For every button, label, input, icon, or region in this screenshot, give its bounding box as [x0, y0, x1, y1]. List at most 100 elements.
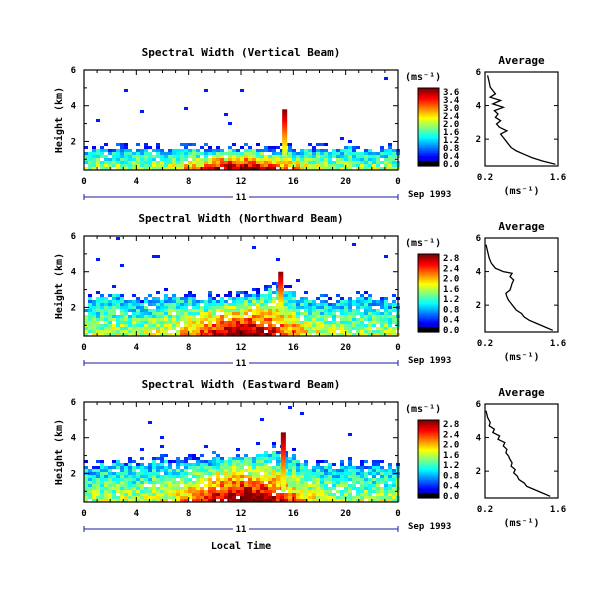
heatmap-cell	[312, 496, 316, 499]
heatmap-cell	[232, 484, 236, 487]
heatmap-cell	[132, 306, 136, 309]
heatmap-cell	[300, 478, 304, 481]
heatmap-cell	[284, 475, 288, 478]
heatmap-cell	[224, 469, 228, 472]
heatmap-cell	[316, 475, 320, 478]
heatmap-cell	[196, 475, 200, 478]
heatmap-cell	[216, 158, 220, 161]
heatmap-cell	[188, 487, 192, 490]
heatmap-cell	[112, 478, 116, 481]
heatmap-cell	[120, 264, 124, 267]
colorbar-swatch	[418, 463, 439, 467]
heatmap-cell	[88, 472, 92, 475]
colorbar-swatch	[418, 117, 439, 120]
average-frame	[484, 237, 559, 333]
heatmap-cell	[216, 303, 220, 306]
heatmap-cell	[220, 315, 224, 318]
heatmap-cell	[240, 309, 244, 312]
heatmap-cell	[360, 164, 364, 167]
heatmap-cell	[308, 333, 312, 336]
heatmap-cell	[148, 294, 152, 297]
heatmap-cell	[308, 469, 312, 472]
heatmap-cell	[336, 164, 340, 167]
heatmap-cell	[340, 312, 344, 315]
heatmap-cell	[204, 333, 208, 336]
heatmap-cell	[148, 327, 152, 330]
heatmap-cell	[176, 321, 180, 324]
heatmap-cell	[356, 300, 360, 303]
heatmap-cell	[144, 297, 148, 300]
heatmap-cell	[120, 499, 124, 502]
heatmap-cell	[160, 324, 164, 327]
heatmap-cell	[108, 306, 112, 309]
heatmap-cell	[164, 164, 168, 167]
heatmap-cell	[244, 291, 248, 294]
heatmap-cell	[276, 294, 280, 297]
heatmap-cell	[388, 303, 392, 306]
spike-cell	[280, 453, 286, 457]
heatmap-cell	[92, 493, 96, 496]
heatmap-cell	[384, 297, 388, 300]
heatmap-cell	[196, 152, 200, 155]
heatmap-cell	[152, 297, 156, 300]
heatmap-cell	[376, 484, 380, 487]
spike-cell	[280, 455, 286, 458]
heatmap-cell	[144, 466, 148, 469]
heatmap-cell	[124, 327, 128, 330]
heatmap-cell	[96, 481, 100, 484]
heatmap-cell	[344, 481, 348, 484]
heatmap-cell	[260, 294, 264, 297]
heatmap-cell	[280, 158, 284, 161]
y-axis-label: Height (km)	[53, 253, 65, 319]
heatmap-cell	[292, 490, 296, 493]
heatmap-cell	[216, 478, 220, 481]
heatmap-cell	[180, 469, 184, 472]
heatmap-cell	[192, 312, 196, 315]
heatmap-cell	[160, 327, 164, 330]
heatmap-cell	[184, 499, 188, 502]
panel-title: Spectral Width (Northward Beam)	[138, 212, 343, 225]
heatmap-cell	[244, 167, 248, 170]
heatmap-cell	[124, 300, 128, 303]
heatmap-cell	[308, 149, 312, 152]
heatmap-cell	[264, 472, 268, 475]
average-x-axis-label: (ms⁻¹)	[503, 352, 539, 363]
heatmap-cell	[248, 297, 252, 300]
heatmap-cell	[136, 478, 140, 481]
heatmap-cell	[272, 333, 276, 336]
heatmap-cell	[200, 146, 204, 149]
heatmap-cell	[120, 158, 124, 161]
heatmap-cell	[180, 475, 184, 478]
heatmap-cell	[96, 321, 100, 324]
heatmap-cell	[272, 309, 276, 312]
heatmap-cell	[348, 297, 352, 300]
heatmap-cell	[236, 324, 240, 327]
heatmap-cell	[376, 469, 380, 472]
heatmap-cell	[248, 469, 252, 472]
heatmap-cell	[352, 158, 356, 161]
heatmap-cell	[188, 327, 192, 330]
heatmap-cell	[332, 499, 336, 502]
colorbar-swatch	[418, 128, 439, 131]
heatmap-cell	[240, 89, 244, 92]
heatmap-cell	[204, 312, 208, 315]
heatmap-cell	[256, 478, 260, 481]
heatmap-cell	[128, 315, 132, 318]
heatmap-cell	[152, 321, 156, 324]
heatmap-cell	[88, 475, 92, 478]
heatmap-cell	[204, 478, 208, 481]
heatmap-cell	[284, 327, 288, 330]
heatmap-cell	[244, 300, 248, 303]
heatmap-cell	[240, 161, 244, 164]
heatmap-cell	[200, 327, 204, 330]
heatmap-cell	[308, 167, 312, 170]
heatmap-cell	[384, 152, 388, 155]
heatmap-cell	[92, 490, 96, 493]
heatmap-cell	[200, 475, 204, 478]
heatmap-cell	[208, 300, 212, 303]
heatmap-cell	[192, 493, 196, 496]
heatmap-cell	[120, 484, 124, 487]
heatmap-cell	[236, 499, 240, 502]
heatmap-cell	[252, 327, 256, 330]
heatmap-cell	[152, 149, 156, 152]
